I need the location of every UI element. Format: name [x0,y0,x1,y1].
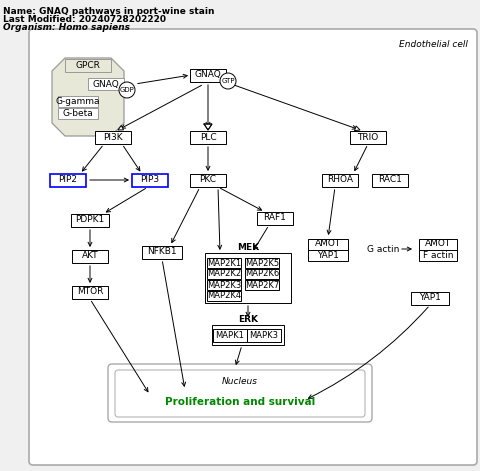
Text: Nucleus: Nucleus [222,376,258,385]
FancyBboxPatch shape [72,250,108,262]
FancyBboxPatch shape [205,253,291,303]
Text: RAF1: RAF1 [264,213,287,222]
FancyBboxPatch shape [350,130,386,144]
Text: RHOA: RHOA [327,176,353,185]
FancyBboxPatch shape [207,269,241,279]
Text: AMOT: AMOT [425,239,451,249]
FancyBboxPatch shape [245,269,279,279]
Text: TRIO: TRIO [358,132,379,141]
FancyBboxPatch shape [50,173,86,187]
Text: GNAQ: GNAQ [194,71,221,80]
Circle shape [220,73,236,89]
Text: PDPK1: PDPK1 [75,216,105,225]
Text: AKT: AKT [82,252,98,260]
Text: MAP2K4: MAP2K4 [207,292,241,300]
Text: G-beta: G-beta [62,108,94,117]
FancyBboxPatch shape [58,107,98,119]
Text: YAP1: YAP1 [317,251,339,260]
FancyBboxPatch shape [72,285,108,299]
Text: G-gamma: G-gamma [56,97,100,106]
FancyBboxPatch shape [245,258,279,268]
Text: MAPK1: MAPK1 [216,331,244,340]
FancyBboxPatch shape [411,292,449,304]
Text: ERK: ERK [238,316,258,325]
Text: PIP2: PIP2 [59,176,77,185]
FancyBboxPatch shape [95,130,131,144]
FancyBboxPatch shape [308,250,348,260]
Text: PLC: PLC [200,132,216,141]
Text: PIP3: PIP3 [141,176,159,185]
Circle shape [119,82,135,98]
FancyBboxPatch shape [245,280,279,290]
Text: MEK: MEK [237,244,259,252]
FancyBboxPatch shape [207,291,241,301]
Text: MAP2K3: MAP2K3 [207,281,241,290]
FancyBboxPatch shape [115,370,365,417]
Text: Endothelial cell: Endothelial cell [399,40,468,49]
Text: PKC: PKC [200,176,216,185]
Text: G actin: G actin [367,244,399,253]
Text: MAP2K2: MAP2K2 [207,269,241,278]
FancyBboxPatch shape [132,173,168,187]
Polygon shape [52,58,124,136]
FancyBboxPatch shape [207,258,241,268]
Text: MAP2K1: MAP2K1 [207,259,241,268]
Text: GTP: GTP [221,78,235,84]
FancyBboxPatch shape [308,238,348,250]
FancyBboxPatch shape [65,58,111,72]
FancyBboxPatch shape [247,328,281,341]
FancyBboxPatch shape [322,173,358,187]
FancyBboxPatch shape [71,213,109,227]
Text: MAP2K7: MAP2K7 [245,281,279,290]
FancyBboxPatch shape [257,211,293,225]
FancyBboxPatch shape [419,238,457,250]
Text: GNAQ: GNAQ [93,80,120,89]
Text: MAPK3: MAPK3 [250,331,278,340]
FancyBboxPatch shape [88,78,124,90]
Text: MAP2K6: MAP2K6 [245,269,279,278]
Text: F actin: F actin [423,251,453,260]
FancyBboxPatch shape [190,130,226,144]
Text: Organism: Homo sapiens: Organism: Homo sapiens [3,23,130,32]
FancyBboxPatch shape [142,245,182,259]
FancyBboxPatch shape [213,328,247,341]
Polygon shape [354,126,360,130]
Text: GPCR: GPCR [75,60,100,70]
Text: AMOT: AMOT [315,239,341,249]
Text: PI3K: PI3K [103,132,123,141]
FancyBboxPatch shape [58,96,98,106]
Polygon shape [118,125,123,130]
Text: RAC1: RAC1 [378,176,402,185]
FancyBboxPatch shape [419,250,457,260]
FancyBboxPatch shape [190,173,226,187]
Text: Name: GNAQ pathways in port-wine stain: Name: GNAQ pathways in port-wine stain [3,7,215,16]
Text: GDP: GDP [120,87,134,93]
FancyBboxPatch shape [190,68,226,81]
FancyBboxPatch shape [372,173,408,187]
Text: YAP1: YAP1 [419,293,441,302]
FancyBboxPatch shape [207,280,241,290]
Text: Proliferation and survival: Proliferation and survival [165,397,315,407]
FancyBboxPatch shape [212,325,284,345]
FancyBboxPatch shape [29,29,477,465]
Text: MTOR: MTOR [77,287,103,297]
Polygon shape [204,124,212,130]
Text: NFKB1: NFKB1 [147,247,177,257]
Text: Last Modified: 20240728202220: Last Modified: 20240728202220 [3,15,166,24]
Text: MAP2K5: MAP2K5 [245,259,279,268]
FancyBboxPatch shape [108,364,372,422]
